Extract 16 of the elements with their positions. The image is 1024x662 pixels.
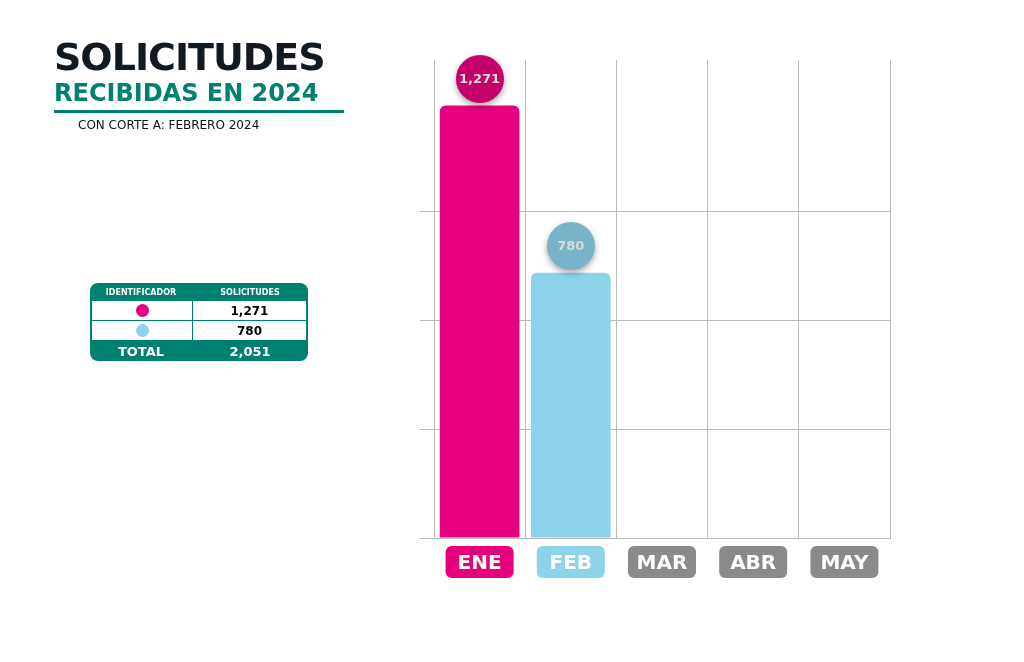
text: 2,051 bbox=[228, 343, 272, 359]
badge: 1,271 bbox=[455, 54, 504, 103]
chart-title: SOLICITUDES bbox=[54, 35, 326, 79]
text: TOTAL bbox=[116, 343, 166, 359]
text: IDENTIFICADOR bbox=[104, 287, 178, 297]
text: 780 bbox=[236, 323, 263, 338]
x-tick-label: ABR bbox=[730, 550, 777, 575]
text: CON CORTE A: FEBRERO 2024 bbox=[77, 118, 261, 132]
x-tick-label: FEB bbox=[549, 550, 593, 575]
text: SOLICITUDES bbox=[219, 287, 281, 297]
text: RECIBIDAS EN 2024 bbox=[54, 78, 344, 113]
x-tick-label: MAR bbox=[636, 550, 688, 575]
text: 1,271 bbox=[230, 303, 269, 318]
badge: 780 bbox=[546, 221, 595, 270]
x-tick-label: ENE bbox=[457, 550, 502, 575]
x-tick-label: MAY bbox=[820, 550, 869, 575]
